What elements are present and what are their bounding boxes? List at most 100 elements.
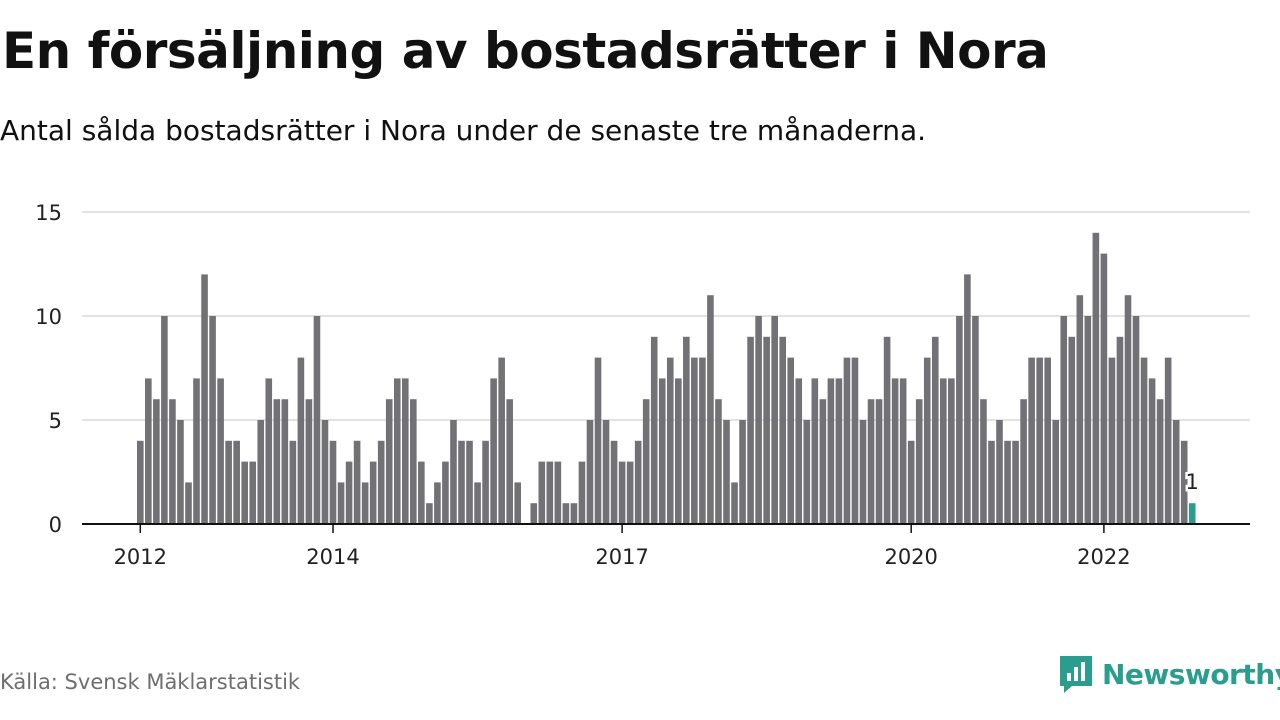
bar	[779, 336, 786, 524]
bar	[1132, 316, 1140, 524]
bar	[578, 461, 586, 524]
bar	[907, 440, 915, 524]
bar	[145, 378, 152, 524]
bar	[594, 357, 602, 524]
bar	[835, 378, 843, 524]
bar	[401, 378, 409, 524]
bar	[169, 399, 176, 524]
bar	[795, 378, 803, 524]
bar	[313, 316, 321, 524]
bar	[482, 440, 489, 524]
bar	[337, 482, 345, 524]
bar	[1028, 357, 1035, 524]
x-tick-label: 2012	[114, 545, 167, 569]
bar	[1116, 336, 1124, 524]
bar	[1084, 316, 1092, 524]
bar	[546, 461, 554, 524]
bar	[498, 357, 505, 524]
brand-logo: Newsworthy	[1058, 654, 1280, 694]
bar	[859, 420, 867, 524]
bar	[915, 399, 923, 524]
bar	[506, 399, 513, 524]
bar	[225, 440, 232, 524]
x-tick-label: 2022	[1077, 545, 1130, 569]
bar	[1076, 295, 1084, 524]
bar	[273, 399, 281, 524]
bar	[474, 482, 481, 524]
bar	[257, 420, 265, 524]
bar	[193, 378, 200, 524]
bar	[385, 399, 393, 524]
bars	[137, 232, 1196, 525]
bar	[988, 440, 995, 524]
bar	[1180, 440, 1188, 524]
bar	[1172, 420, 1180, 524]
bar	[1148, 378, 1156, 524]
brand-name: Newsworthy	[1102, 657, 1280, 691]
bar	[1164, 357, 1172, 524]
bar	[827, 378, 835, 524]
bar	[570, 503, 578, 524]
bar	[153, 399, 160, 524]
bar	[899, 378, 907, 524]
bar	[650, 336, 658, 524]
bar	[739, 420, 746, 524]
bar	[1124, 295, 1132, 524]
bar	[626, 461, 634, 524]
bar	[683, 336, 690, 524]
annotations: 1	[1183, 468, 1201, 497]
bar	[434, 482, 441, 524]
bar	[554, 461, 562, 524]
bar	[490, 378, 497, 524]
bar	[241, 461, 248, 524]
bar	[715, 399, 722, 524]
bar	[666, 357, 674, 524]
y-tick-label: 10	[35, 305, 62, 329]
bar	[883, 336, 891, 524]
bar	[642, 399, 650, 524]
bar	[1100, 253, 1108, 524]
bar	[731, 482, 738, 524]
bar	[1108, 357, 1116, 524]
bar	[891, 378, 899, 524]
bar	[923, 357, 931, 524]
bar	[956, 316, 963, 524]
bar	[233, 440, 240, 524]
bar	[393, 378, 401, 524]
bar	[530, 503, 538, 524]
bar	[851, 357, 859, 524]
bar	[803, 420, 811, 524]
bar	[458, 440, 465, 524]
bar	[1004, 440, 1011, 524]
bar	[345, 461, 353, 524]
highlight-value-label: 1	[1186, 470, 1199, 494]
bar	[972, 316, 979, 524]
newsworthy-logo-icon	[1060, 656, 1092, 693]
x-tick-label: 2017	[595, 545, 648, 569]
bar	[931, 336, 939, 524]
bar	[217, 378, 224, 524]
x-tick-label: 2020	[884, 545, 937, 569]
bar	[875, 399, 883, 524]
bar	[586, 420, 594, 524]
bar	[1052, 420, 1060, 524]
bar	[1092, 232, 1100, 525]
x-tick-label: 2014	[306, 545, 359, 569]
bar	[185, 482, 192, 524]
bar	[1036, 357, 1043, 524]
bar	[1156, 399, 1164, 524]
chart-subtitle: Antal sålda bostadsrätter i Nora under d…	[0, 114, 927, 147]
bar	[996, 420, 1003, 524]
bar	[249, 461, 257, 524]
bar	[377, 440, 385, 524]
bar	[867, 399, 875, 524]
y-axis-labels: 0 5 10 15	[35, 201, 62, 537]
bar	[265, 378, 273, 524]
bar	[618, 461, 626, 524]
bar	[980, 399, 987, 524]
bar	[1140, 357, 1148, 524]
bar	[964, 274, 971, 524]
bar	[442, 461, 449, 524]
bar	[602, 420, 610, 524]
x-axis: 2012 2014 2017 2020 2022	[82, 523, 1250, 569]
